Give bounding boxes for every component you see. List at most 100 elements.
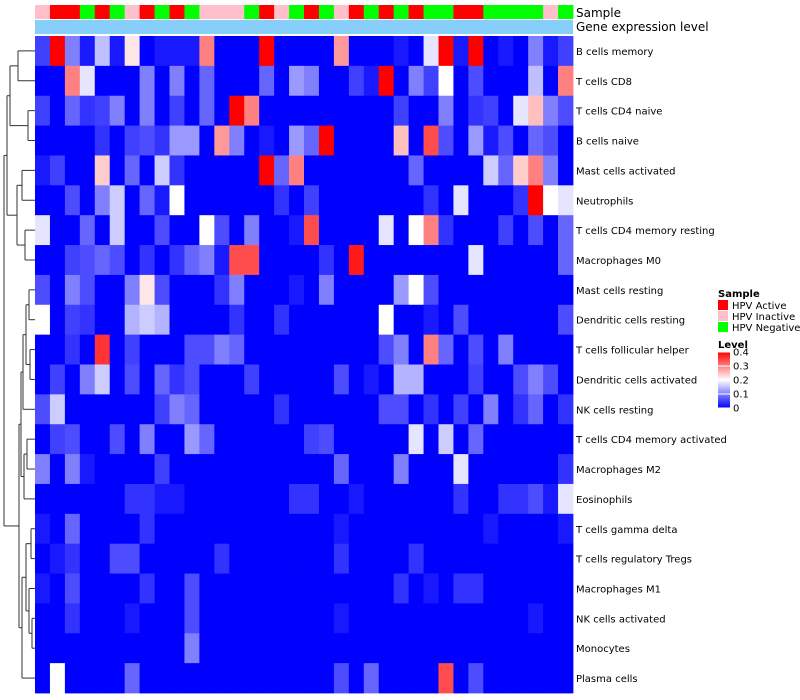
heatmap-cell xyxy=(423,483,439,515)
heatmap-cell xyxy=(363,245,380,276)
heatmap-cell xyxy=(289,334,305,365)
heatmap-cell xyxy=(423,334,439,365)
heatmap-cell xyxy=(408,603,424,634)
heatmap-cell xyxy=(79,454,96,485)
heatmap-cell xyxy=(408,274,424,306)
heatmap-cell xyxy=(558,454,574,485)
heatmap-cell xyxy=(139,543,155,574)
heatmap-cell xyxy=(139,95,155,126)
heatmap-cell xyxy=(154,603,170,634)
heatmap-cell xyxy=(453,125,469,156)
heatmap-cell xyxy=(558,304,574,336)
heatmap-cell xyxy=(363,663,380,694)
heatmap-cell xyxy=(244,663,260,694)
heatmap-cell xyxy=(289,394,305,425)
heatmap-cell xyxy=(318,454,335,485)
heatmap-cell xyxy=(259,633,275,664)
heatmap-cell xyxy=(259,454,275,485)
heatmap-cell xyxy=(274,36,290,67)
heatmap-cell xyxy=(333,394,350,425)
heatmap-cell xyxy=(79,603,96,634)
row-label: Monocytes xyxy=(576,644,630,655)
heatmap-cell xyxy=(528,394,544,425)
heatmap-cell xyxy=(199,364,215,395)
heatmap-cell xyxy=(64,65,81,97)
heatmap-cell xyxy=(423,633,439,664)
heatmap-cell xyxy=(348,274,365,306)
heatmap-cell xyxy=(378,543,395,574)
heatmap-cell xyxy=(543,125,559,156)
heatmap-cell xyxy=(229,185,245,216)
heatmap-cell xyxy=(35,543,51,574)
heatmap-cell xyxy=(94,543,111,574)
heatmap-cell xyxy=(49,334,66,365)
heatmap-cell xyxy=(199,424,215,455)
heatmap-cell xyxy=(109,245,126,276)
heatmap-cell xyxy=(498,334,514,365)
sample-track-cell xyxy=(244,5,260,19)
heatmap-cell xyxy=(483,65,499,97)
heatmap-cell xyxy=(438,603,454,634)
heatmap-cell xyxy=(154,334,170,365)
heatmap-cell xyxy=(94,155,111,186)
heatmap-cell xyxy=(214,155,230,186)
heatmap-cell xyxy=(244,215,260,246)
heatmap-cell xyxy=(468,274,484,306)
heatmap-cell xyxy=(214,95,230,126)
heatmap-cell xyxy=(124,483,141,515)
heatmap-cell xyxy=(423,185,439,216)
heatmap-cell xyxy=(184,245,200,276)
heatmap-cell xyxy=(229,304,245,336)
heatmap-cell xyxy=(393,394,410,425)
heatmap-cell xyxy=(408,245,424,276)
heatmap-cell xyxy=(139,304,155,336)
heatmap-cell xyxy=(154,155,170,186)
heatmap-cell xyxy=(259,274,275,306)
heatmap-cell xyxy=(244,185,260,216)
heatmap-cell xyxy=(124,65,141,97)
heatmap-cell xyxy=(513,304,529,336)
heatmap-cell xyxy=(513,394,529,425)
heatmap-cell xyxy=(348,245,365,276)
heatmap-cell xyxy=(528,513,544,545)
sample-track-cell xyxy=(259,5,275,19)
heatmap-cell xyxy=(124,633,141,664)
heatmap-cell xyxy=(169,454,185,485)
heatmap-cell xyxy=(79,65,96,97)
heatmap-cell xyxy=(513,65,529,97)
heatmap-cell xyxy=(393,573,410,604)
heatmap-cell xyxy=(79,394,96,425)
heatmap-cell xyxy=(244,364,260,395)
heatmap-cell xyxy=(363,454,380,485)
heatmap-cell xyxy=(304,215,320,246)
heatmap-cell xyxy=(94,364,111,395)
heatmap-cell xyxy=(318,65,335,97)
heatmap-cell xyxy=(468,125,484,156)
row-label: B cells memory xyxy=(576,47,653,58)
heatmap-cell xyxy=(378,454,395,485)
heatmap-cell xyxy=(154,185,170,216)
heatmap-cell xyxy=(214,543,230,574)
heatmap-cell xyxy=(64,543,81,574)
row-label: T cells follicular helper xyxy=(575,346,690,357)
heatmap-cell xyxy=(438,543,454,574)
heatmap-cell xyxy=(348,483,365,515)
heatmap-cell xyxy=(289,454,305,485)
heatmap-cell xyxy=(139,65,155,97)
heatmap-cell xyxy=(109,424,126,455)
heatmap-cell xyxy=(49,454,66,485)
heatmap-cell xyxy=(304,304,320,336)
heatmap-cell xyxy=(363,573,380,604)
heatmap-cell xyxy=(408,424,424,455)
heatmap-cell xyxy=(483,394,499,425)
heatmap-cell xyxy=(154,95,170,126)
row-label: Macrophages M1 xyxy=(576,584,661,595)
row-label: T cells CD4 memory resting xyxy=(575,226,715,237)
heatmap-cell xyxy=(408,483,424,515)
heatmap-cell xyxy=(184,663,200,694)
heatmap-cell xyxy=(498,364,514,395)
heatmap-cell xyxy=(438,95,454,126)
heatmap-cell xyxy=(64,603,81,634)
heatmap-cell xyxy=(528,543,544,574)
heatmap-cell xyxy=(35,513,51,545)
